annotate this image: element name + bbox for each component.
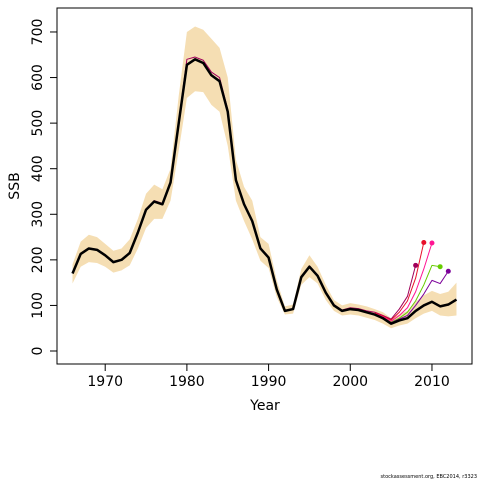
x-axis-label: Year bbox=[249, 398, 280, 414]
x-tick-label: 2010 bbox=[414, 374, 450, 390]
x-tick-label: 1980 bbox=[169, 374, 205, 390]
footnote: stockassessment.org, EBC2014, r3323 bbox=[381, 474, 477, 480]
y-tick-label: 400 bbox=[30, 155, 46, 182]
x-tick-label: 2000 bbox=[332, 374, 368, 390]
y-axis-label: SSB bbox=[7, 172, 23, 199]
series-line bbox=[71, 58, 458, 325]
y-tick-label: 700 bbox=[30, 19, 46, 46]
x-tick-label: 1970 bbox=[87, 374, 123, 390]
end-point bbox=[437, 264, 443, 270]
plot-frame bbox=[56, 7, 473, 365]
end-point bbox=[413, 262, 419, 268]
end-point bbox=[429, 240, 435, 246]
end-point bbox=[445, 268, 451, 274]
confidence-band bbox=[72, 26, 457, 329]
y-tick-label: 0 bbox=[30, 347, 46, 356]
series-line bbox=[374, 242, 433, 322]
y-tick-label: 500 bbox=[30, 110, 46, 137]
end-point bbox=[421, 240, 427, 246]
y-tick-label: 300 bbox=[30, 201, 46, 228]
series-line bbox=[374, 242, 425, 321]
y-tick-label: 600 bbox=[30, 64, 46, 91]
y-tick-label: 100 bbox=[30, 292, 46, 319]
y-tick-label: 200 bbox=[30, 246, 46, 273]
x-tick-label: 1990 bbox=[251, 374, 287, 390]
